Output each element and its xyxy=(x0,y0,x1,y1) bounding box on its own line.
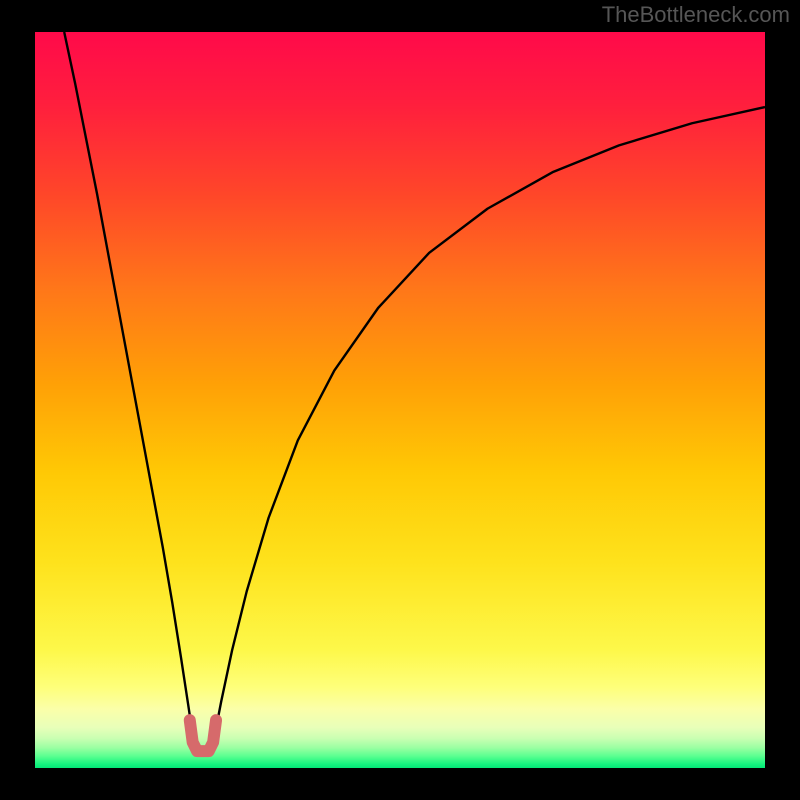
chart-container: TheBottleneck.com xyxy=(0,0,800,800)
watermark-text: TheBottleneck.com xyxy=(602,2,790,28)
bottleneck-chart xyxy=(0,0,800,800)
plot-background xyxy=(35,32,765,768)
